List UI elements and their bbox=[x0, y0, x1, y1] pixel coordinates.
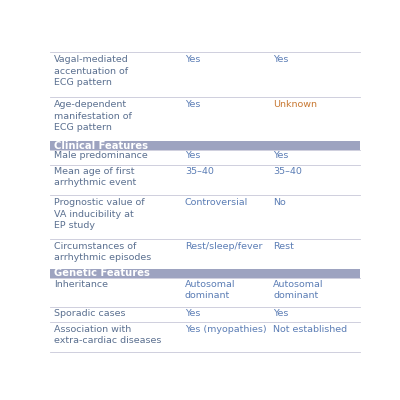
Text: Mean age of first
arrhythmic event: Mean age of first arrhythmic event bbox=[54, 167, 136, 188]
Text: Genetic Features: Genetic Features bbox=[54, 268, 150, 278]
Text: Rest: Rest bbox=[273, 242, 294, 251]
Text: Association with
extra-cardiac diseases: Association with extra-cardiac diseases bbox=[54, 325, 161, 345]
Text: Autosomal
dominant: Autosomal dominant bbox=[185, 280, 235, 300]
Text: Male predominance: Male predominance bbox=[54, 151, 148, 160]
Bar bbox=[50, 141, 360, 150]
Text: 35–40: 35–40 bbox=[185, 167, 214, 176]
Text: Sporadic cases: Sporadic cases bbox=[54, 309, 125, 318]
Text: Yes: Yes bbox=[185, 55, 200, 64]
Text: Yes (myopathies): Yes (myopathies) bbox=[185, 325, 266, 334]
Text: Rest/sleep/fever: Rest/sleep/fever bbox=[185, 242, 262, 251]
Text: Yes: Yes bbox=[273, 309, 288, 318]
Text: Vagal-mediated
accentuation of
ECG pattern: Vagal-mediated accentuation of ECG patte… bbox=[54, 55, 128, 87]
Text: Autosomal
dominant: Autosomal dominant bbox=[273, 280, 324, 300]
Text: Circumstances of
arrhythmic episodes: Circumstances of arrhythmic episodes bbox=[54, 242, 151, 262]
Text: Yes: Yes bbox=[273, 151, 288, 160]
Text: Yes: Yes bbox=[185, 100, 200, 109]
Text: Yes: Yes bbox=[185, 151, 200, 160]
Text: Not established: Not established bbox=[273, 325, 347, 334]
Text: Prognostic value of
VA inducibility at
EP study: Prognostic value of VA inducibility at E… bbox=[54, 198, 144, 230]
Text: Controversial: Controversial bbox=[185, 198, 248, 207]
Bar bbox=[50, 269, 360, 278]
Text: Age-dependent
manifestation of
ECG pattern: Age-dependent manifestation of ECG patte… bbox=[54, 100, 132, 132]
Text: Unknown: Unknown bbox=[273, 100, 317, 109]
Text: Clinical Features: Clinical Features bbox=[54, 140, 148, 150]
Text: Yes: Yes bbox=[273, 55, 288, 64]
Text: Yes: Yes bbox=[185, 309, 200, 318]
Text: No: No bbox=[273, 198, 286, 207]
Text: Inheritance: Inheritance bbox=[54, 280, 108, 289]
Text: 35–40: 35–40 bbox=[273, 167, 302, 176]
